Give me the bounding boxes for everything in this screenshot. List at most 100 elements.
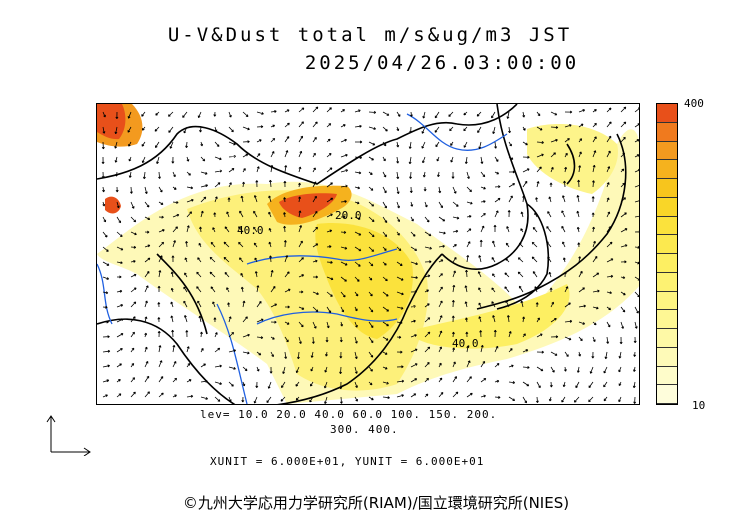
wind-arrow — [312, 106, 319, 113]
wind-arrow — [382, 306, 389, 312]
wind-arrow — [354, 216, 361, 220]
wind-arrow — [382, 186, 387, 194]
wind-arrow — [522, 195, 526, 203]
wind-arrow — [508, 156, 514, 160]
wind-arrow — [620, 276, 626, 280]
wind-arrow — [102, 335, 110, 339]
color-scale-cell — [657, 160, 677, 179]
wind-arrow — [536, 153, 544, 158]
wind-arrow — [168, 126, 174, 133]
wind-arrow — [531, 241, 538, 248]
wind-arrow — [618, 381, 622, 386]
wind-arrow — [102, 276, 110, 280]
wind-arrow — [186, 156, 190, 162]
wind-arrow — [169, 141, 174, 149]
wind-arrow — [606, 166, 611, 173]
wind-arrow — [564, 319, 573, 323]
wind-arrow — [452, 376, 457, 383]
wind-arrow — [242, 333, 250, 338]
wind-arrow — [184, 257, 188, 263]
wind-arrow — [452, 216, 460, 220]
wind-arrow — [452, 347, 456, 353]
wind-arrow — [144, 332, 148, 338]
wind-arrow — [368, 141, 376, 146]
wind-arrow — [354, 109, 361, 113]
wind-arrow — [576, 210, 580, 218]
dust-wind-map: 40.0 20.0 40.0 — [96, 103, 640, 405]
wind-arrow — [382, 276, 388, 282]
wind-arrow — [199, 226, 202, 233]
wind-arrow — [396, 335, 402, 339]
wind-arrow — [326, 152, 332, 158]
wind-arrow — [209, 271, 216, 278]
wind-arrow — [438, 315, 443, 323]
wind-arrow — [256, 351, 262, 356]
wind-arrow — [283, 225, 287, 233]
wind-arrow — [214, 364, 222, 368]
wind-arrow — [186, 186, 194, 190]
wind-arrow — [634, 261, 639, 265]
wind-arrow — [158, 392, 164, 398]
wind-arrow — [312, 195, 317, 203]
wind-arrow — [424, 274, 431, 278]
wind-arrow — [479, 239, 483, 248]
wind-arrow — [480, 213, 486, 218]
wind-arrow — [255, 180, 259, 188]
wind-arrow — [520, 211, 524, 218]
wind-arrow — [410, 201, 414, 207]
wind-arrow — [634, 200, 639, 203]
wind-arrow — [632, 381, 636, 389]
wind-arrow — [242, 181, 245, 188]
wind-arrow — [130, 287, 137, 293]
wind-arrow — [606, 241, 613, 248]
wind-arrow — [200, 184, 209, 188]
wind-arrow — [158, 360, 163, 368]
wind-arrow — [606, 121, 612, 128]
wind-arrow — [466, 345, 470, 353]
wind-arrow — [634, 139, 639, 143]
wind-arrow — [158, 345, 162, 353]
wind-arrow — [228, 331, 235, 338]
wind-arrow — [298, 107, 305, 113]
wind-arrow — [116, 393, 122, 398]
wind-arrow — [480, 200, 486, 204]
wind-arrow — [422, 171, 426, 178]
wind-arrow — [186, 379, 192, 383]
wind-arrow — [603, 396, 608, 402]
wind-arrow — [284, 122, 290, 128]
wind-arrow — [466, 215, 472, 218]
wind-arrow — [224, 272, 230, 278]
wind-arrow — [396, 231, 400, 236]
wind-arrow — [396, 379, 405, 383]
color-scale-cell — [657, 235, 677, 254]
wind-arrow — [354, 201, 360, 205]
wind-arrow — [185, 241, 189, 248]
wind-arrow — [283, 212, 286, 218]
wind-arrow — [620, 152, 626, 158]
wind-arrow — [115, 111, 119, 120]
wind-arrow — [213, 212, 217, 218]
wind-arrow — [238, 226, 244, 233]
wind-arrow — [200, 171, 208, 175]
wind-arrow — [172, 377, 178, 383]
wind-arrow — [492, 273, 496, 278]
wind-arrow — [634, 230, 639, 233]
contour-levels: lev= 10.0 20.0 40.0 60.0 100. 150. 200. — [200, 408, 498, 421]
wind-arrow — [396, 350, 403, 354]
wind-arrow — [228, 381, 234, 387]
wind-arrow — [144, 391, 150, 398]
wind-arrow — [634, 291, 639, 298]
wind-arrow — [438, 286, 443, 293]
wind-arrow — [102, 246, 109, 252]
wind-arrow — [634, 245, 639, 249]
wind-arrow — [452, 257, 457, 263]
wind-arrow — [591, 180, 595, 188]
wind-arrow — [368, 110, 377, 114]
wind-arrow — [284, 271, 290, 278]
wind-arrow — [396, 291, 404, 296]
wind-arrow — [578, 165, 582, 173]
wind-arrow — [340, 306, 345, 313]
wind-arrow — [466, 171, 470, 179]
wind-arrow — [532, 227, 538, 233]
wind-arrow — [494, 185, 501, 189]
